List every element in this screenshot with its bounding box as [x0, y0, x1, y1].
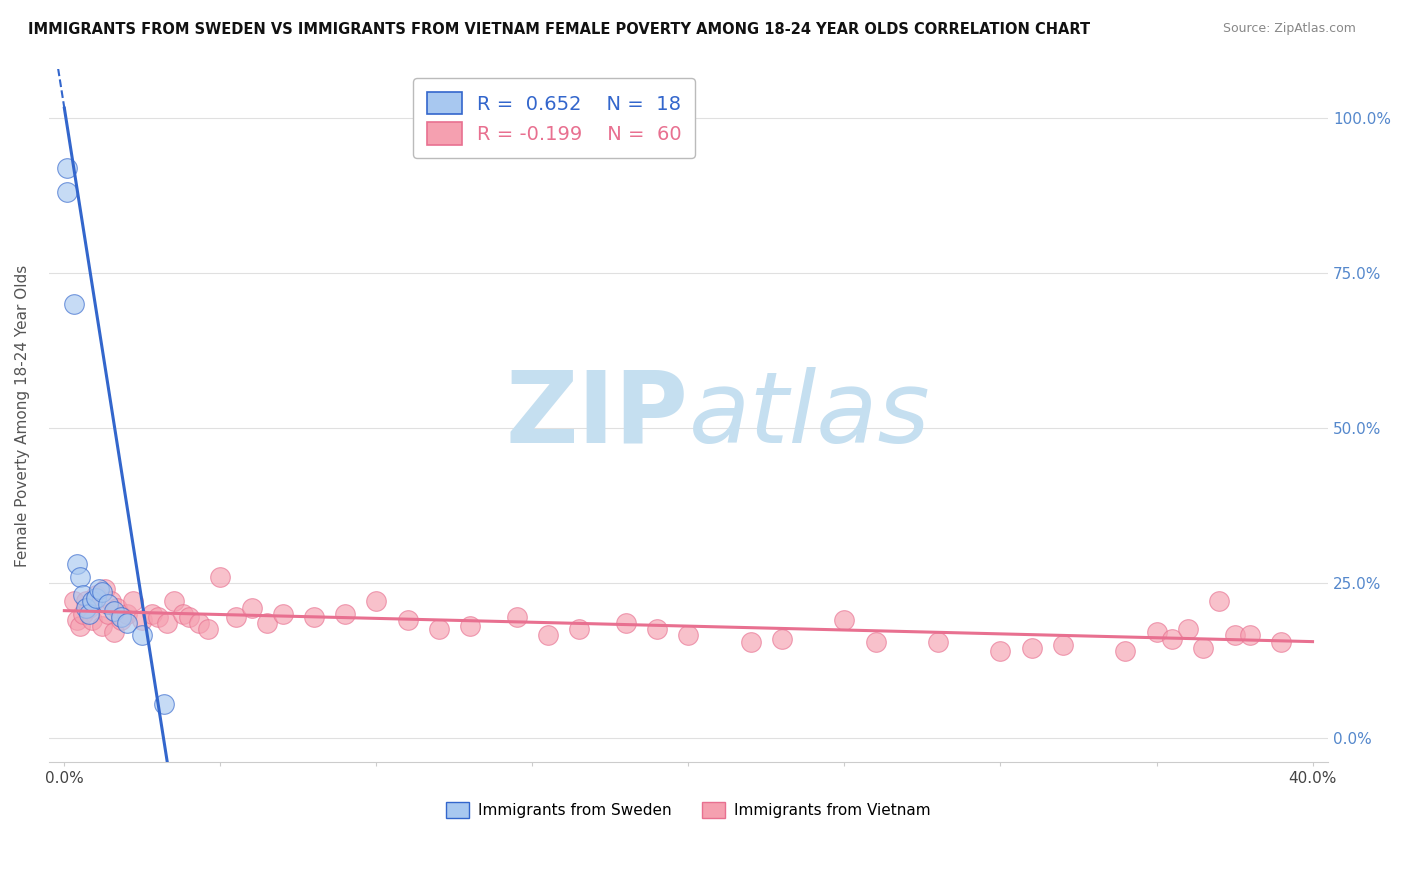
Point: [105, 600, 128, 615]
Point: [75, 600, 97, 615]
Point: [156, 615, 179, 630]
Point: [1270, 634, 1292, 648]
Point: [115, 615, 138, 630]
Point: [335, 607, 357, 621]
Legend: Immigrants from Sweden, Immigrants from Vietnam: Immigrants from Sweden, Immigrants from …: [440, 796, 936, 824]
Point: [990, 644, 1012, 658]
Point: [72, 588, 94, 602]
Point: [72, 607, 94, 621]
Point: [84, 588, 107, 602]
Point: [82, 613, 104, 627]
Text: ZIP: ZIP: [506, 367, 689, 464]
Point: [84, 591, 107, 606]
Point: [122, 594, 145, 608]
Point: [678, 628, 700, 642]
Point: [131, 613, 153, 627]
Point: [69, 619, 91, 633]
Point: [865, 634, 887, 648]
Point: [927, 634, 949, 648]
Point: [100, 594, 122, 608]
Point: [110, 610, 132, 624]
Point: [82, 594, 104, 608]
Point: [179, 610, 201, 624]
Point: [187, 615, 209, 630]
Point: [1052, 638, 1074, 652]
Point: [1239, 628, 1261, 642]
Point: [740, 634, 762, 648]
Text: atlas: atlas: [689, 367, 931, 464]
Point: [1192, 640, 1215, 655]
Point: [115, 607, 138, 621]
Point: [614, 615, 637, 630]
Y-axis label: Female Poverty Among 18-24 Year Olds: Female Poverty Among 18-24 Year Olds: [15, 264, 30, 566]
Point: [834, 613, 856, 627]
Point: [146, 610, 169, 624]
Point: [209, 569, 232, 583]
Point: [69, 569, 91, 583]
Text: Source: ZipAtlas.com: Source: ZipAtlas.com: [1223, 22, 1357, 36]
Point: [62, 594, 84, 608]
Point: [770, 632, 793, 646]
Point: [1223, 628, 1246, 642]
Point: [131, 628, 153, 642]
Point: [79, 607, 101, 621]
Point: [1114, 644, 1136, 658]
Point: [94, 582, 117, 596]
Point: [1146, 625, 1168, 640]
Point: [172, 607, 194, 621]
Point: [90, 619, 112, 633]
Point: [103, 625, 125, 640]
Point: [271, 607, 294, 621]
Point: [197, 622, 219, 636]
Point: [506, 610, 529, 624]
Point: [162, 594, 184, 608]
Point: [1021, 640, 1043, 655]
Point: [110, 613, 132, 627]
Point: [256, 615, 278, 630]
Text: IMMIGRANTS FROM SWEDEN VS IMMIGRANTS FROM VIETNAM FEMALE POVERTY AMONG 18-24 YEA: IMMIGRANTS FROM SWEDEN VS IMMIGRANTS FRO…: [28, 22, 1090, 37]
Point: [537, 628, 560, 642]
Point: [240, 600, 263, 615]
Point: [103, 604, 125, 618]
Point: [97, 607, 120, 621]
Point: [79, 600, 101, 615]
Point: [97, 598, 120, 612]
Point: [56, 161, 79, 175]
Point: [90, 585, 112, 599]
Point: [141, 607, 163, 621]
Point: [1208, 594, 1230, 608]
Point: [427, 622, 450, 636]
Point: [458, 619, 481, 633]
Point: [568, 622, 591, 636]
Point: [75, 594, 97, 608]
Point: [396, 613, 419, 627]
Point: [645, 622, 668, 636]
Point: [66, 557, 89, 571]
Point: [56, 186, 79, 200]
Point: [1177, 622, 1199, 636]
Point: [87, 582, 110, 596]
Point: [62, 297, 84, 311]
Point: [1161, 632, 1184, 646]
Point: [225, 610, 247, 624]
Point: [366, 594, 388, 608]
Point: [66, 613, 89, 627]
Point: [302, 610, 325, 624]
Point: [153, 697, 176, 711]
